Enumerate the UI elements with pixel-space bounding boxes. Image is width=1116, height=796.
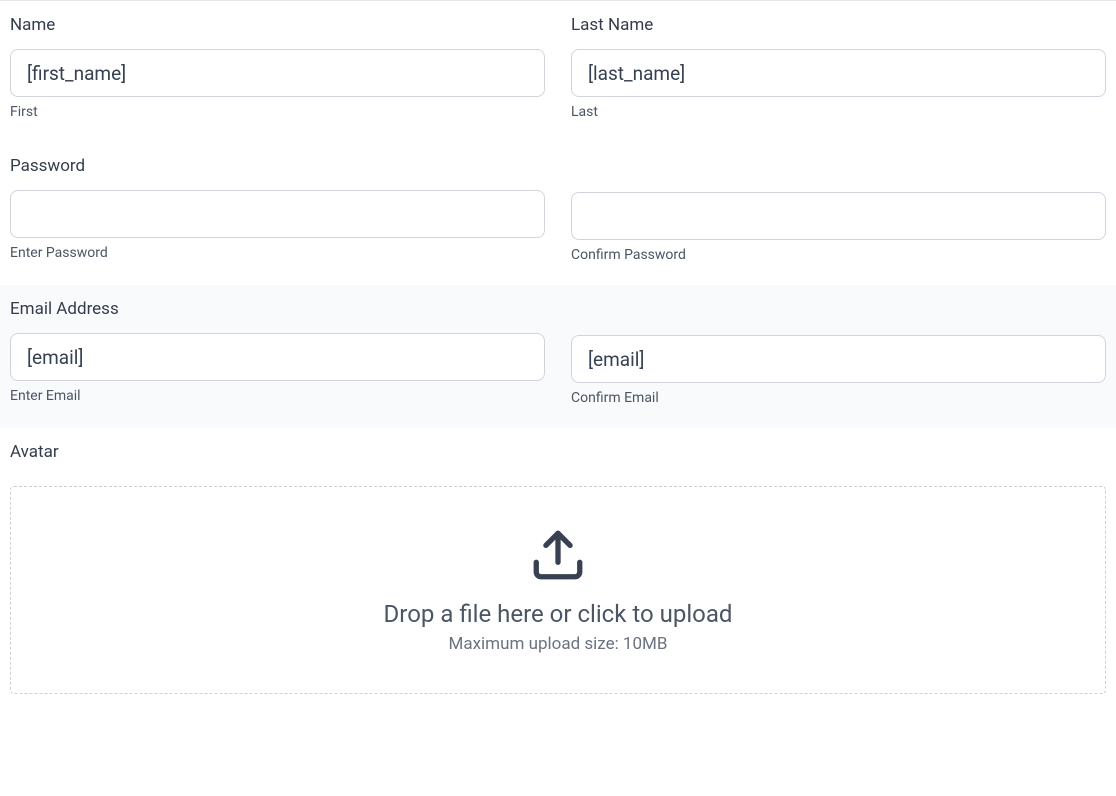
password-sublabel: Enter Password (10, 245, 545, 261)
first-name-field-group: Name First (10, 15, 545, 120)
password-label: Password (10, 156, 545, 176)
avatar-label: Avatar (10, 442, 1106, 462)
first-name-label: Name (10, 15, 545, 35)
first-name-input[interactable] (10, 49, 545, 97)
email-input[interactable] (10, 333, 545, 381)
email-section: Email Address Enter Email Confirm Email (0, 285, 1116, 428)
upload-subtitle: Maximum upload size: 10MB (449, 634, 668, 654)
confirm-email-input[interactable] (571, 335, 1106, 383)
password-field-group: Password Enter Password (10, 156, 545, 263)
avatar-upload-dropzone[interactable]: Drop a file here or click to upload Maxi… (10, 486, 1106, 694)
last-name-field-group: Last Name Last (571, 15, 1106, 120)
password-section: Password Enter Password Confirm Password (0, 142, 1116, 285)
name-section: Name First Last Name Last (0, 1, 1116, 142)
avatar-section: Avatar Drop a file here or click to uplo… (0, 428, 1116, 716)
email-field-group: Email Address Enter Email (10, 299, 545, 406)
email-label: Email Address (10, 299, 545, 319)
first-name-sublabel: First (10, 104, 545, 120)
last-name-input[interactable] (571, 49, 1106, 97)
confirm-password-sublabel: Confirm Password (571, 247, 1106, 263)
last-name-label: Last Name (571, 15, 1106, 35)
confirm-password-input[interactable] (571, 192, 1106, 240)
confirm-email-sublabel: Confirm Email (571, 390, 1106, 406)
email-sublabel: Enter Email (10, 388, 545, 404)
upload-icon (529, 526, 587, 588)
form-container: Name First Last Name Last Password Enter… (0, 0, 1116, 716)
upload-title: Drop a file here or click to upload (384, 600, 733, 628)
password-input[interactable] (10, 190, 545, 238)
confirm-password-field-group: Confirm Password (571, 156, 1106, 263)
last-name-sublabel: Last (571, 104, 1106, 120)
confirm-email-field-group: Confirm Email (571, 299, 1106, 406)
